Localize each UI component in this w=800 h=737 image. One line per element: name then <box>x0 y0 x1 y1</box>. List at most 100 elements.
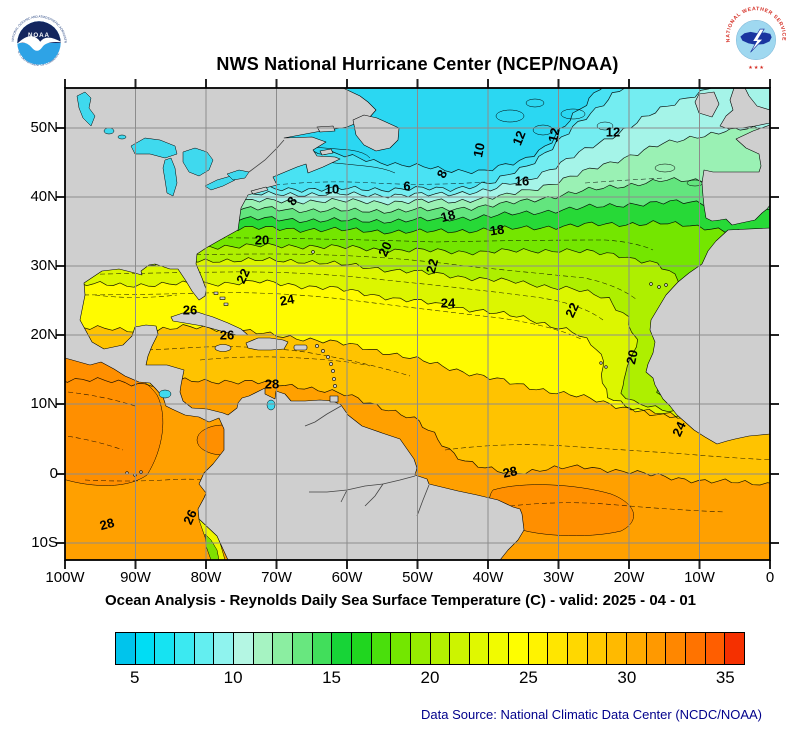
puerto-rico <box>293 344 308 351</box>
map-border <box>64 87 771 561</box>
newfoundland <box>352 114 400 152</box>
antilles-2 <box>321 349 325 353</box>
antilles-3 <box>326 355 330 359</box>
contour-value-label: 24 <box>669 419 689 439</box>
noaa-wordmark: NOAA <box>28 32 50 39</box>
colorbar-cell <box>548 633 569 664</box>
map-subtitle: Ocean Analysis - Reynolds Daily Sea Surf… <box>104 592 697 609</box>
nws-lightning-icon <box>750 28 765 53</box>
antilles-1 <box>315 344 319 348</box>
contour-value-label: 28 <box>98 515 116 533</box>
colorbar-scale: 5 10 15 20 25 30 35 <box>115 668 745 690</box>
colorbar-cell <box>705 633 726 664</box>
contour-value-label: 22 <box>562 300 582 319</box>
contour-value-label: 24 <box>441 296 456 311</box>
colorbar-cell <box>116 633 136 664</box>
colorbar-cell <box>410 633 431 664</box>
contour-value-label: 20 <box>375 239 395 258</box>
france-iberia <box>701 124 770 226</box>
contour-value-label: 26 <box>220 328 234 343</box>
colorbar-cell <box>174 633 195 664</box>
colorbar-cell <box>627 633 647 664</box>
contour-value-label: 10 <box>325 182 339 197</box>
lon-axis-label: 10W <box>684 569 715 586</box>
colorbar-tick-label: 35 <box>715 668 735 687</box>
contour-value-label: 6 <box>403 179 410 194</box>
colorbar-cell <box>371 633 392 664</box>
jamaica <box>214 344 232 352</box>
lon-axis-label: 0 <box>765 569 775 586</box>
land-masses <box>65 88 770 560</box>
lon-axis-label: 50W <box>402 569 433 586</box>
contour-value-label: 18 <box>489 222 505 239</box>
colorbar-cell <box>135 633 156 664</box>
small-lake-2 <box>117 134 127 140</box>
colorbar-cell <box>194 633 215 664</box>
contour-value-label: 28 <box>265 377 279 392</box>
colorbar-cell <box>351 633 372 664</box>
small-lake-1 <box>103 127 115 135</box>
colorbar-cell <box>312 633 333 664</box>
lake-superior <box>130 137 178 159</box>
galapagos-3 <box>139 470 143 474</box>
lat-axis-label: 10N <box>30 395 58 412</box>
lon-axis-label: 70W <box>261 569 292 586</box>
bahamas-3 <box>223 302 229 306</box>
contour-value-label: 24 <box>279 291 297 308</box>
lake-michigan <box>162 157 178 197</box>
contour-value-label: 12 <box>509 128 528 147</box>
lat-axis-label: 10S <box>31 534 58 551</box>
data-source-note: Data Source: National Climatic Data Cent… <box>421 707 762 722</box>
bermuda <box>311 250 315 254</box>
tocantins-river <box>416 484 430 517</box>
lat-axis-label: 20N <box>30 326 58 343</box>
lon-axis-label: 20W <box>613 569 645 586</box>
contour-value-label: 22 <box>233 266 253 285</box>
nws-stars: ★ ★ ★ <box>748 65 764 71</box>
noaa-logo: NATIONAL OCEANIC AND ATMOSPHERIC ADMINIS… <box>8 12 70 74</box>
colorbar-cell <box>253 633 274 664</box>
colorbar-tick-label: 15 <box>322 668 342 687</box>
colorbar-cell <box>587 633 608 664</box>
colorbar-cell <box>528 633 549 664</box>
colorbar-cell <box>607 633 628 664</box>
long-island <box>250 186 269 195</box>
cape-verde-2 <box>604 365 608 369</box>
amazon-tributary-2 <box>340 489 348 503</box>
colorbar-cell <box>273 633 293 664</box>
canary-3 <box>664 283 668 287</box>
colorbar-cell <box>332 633 352 664</box>
lakes <box>76 91 276 411</box>
contour-value-label: 20 <box>623 348 641 365</box>
lake-maracaibo <box>266 399 276 411</box>
great-britain <box>719 88 770 130</box>
prince-edward-island <box>319 148 334 156</box>
sst-warm-patches <box>65 351 634 560</box>
colorbar-cell <box>568 633 588 664</box>
colorbar-tick-label: 20 <box>420 668 440 687</box>
colorbar-cell <box>469 633 490 664</box>
colorbar-cell <box>686 633 706 664</box>
colorbar-cell <box>450 633 470 664</box>
st-lawrence-river <box>248 139 285 173</box>
contour-value-label: 26 <box>183 303 197 318</box>
page-title: NWS National Hurricane Center (NCEP/NOAA… <box>216 54 619 74</box>
colorbar-tick-label: 30 <box>617 668 637 687</box>
contour-value-label: 18 <box>439 207 457 225</box>
cape-verde-1 <box>599 361 603 365</box>
colorbar-cell <box>509 633 529 664</box>
canary-1 <box>649 282 653 286</box>
bahamas-1 <box>213 291 219 295</box>
nws-logo: NATIONAL WEATHER SERVICE ★ ★ ★ <box>722 6 790 74</box>
lake-erie <box>204 175 236 191</box>
colorbar-tick-label: 25 <box>518 668 538 687</box>
lon-axis-label: 40W <box>472 569 504 586</box>
contour-value-label: 26 <box>180 507 200 526</box>
colorbar-cell <box>646 633 667 664</box>
lon-axis-label: 90W <box>120 569 151 586</box>
lat-axis-label: 50N <box>30 119 58 136</box>
colorbar-cell <box>430 633 451 664</box>
lat-axis-label: 40N <box>30 188 58 205</box>
antilles-6 <box>332 377 336 381</box>
lake-ontario <box>226 169 250 181</box>
